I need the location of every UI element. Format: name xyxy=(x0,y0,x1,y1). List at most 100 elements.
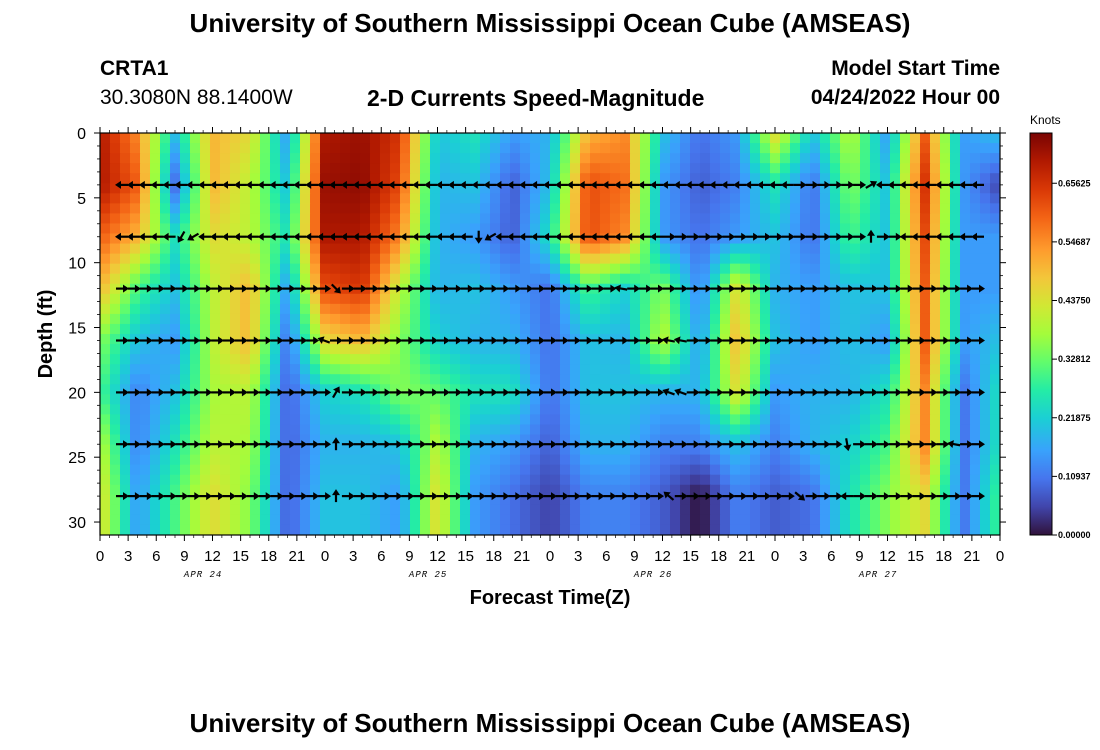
current-arrow xyxy=(698,388,712,397)
heat-cell xyxy=(170,394,181,405)
heat-cell xyxy=(980,253,991,265)
heat-cell xyxy=(660,183,671,194)
heat-cell xyxy=(240,374,251,385)
current-arrow xyxy=(532,440,546,449)
heat-cell xyxy=(970,424,981,436)
heat-cell xyxy=(700,183,711,194)
heat-cell xyxy=(800,344,811,355)
heat-cell xyxy=(730,303,741,315)
current-arrow xyxy=(472,284,486,293)
heat-cell xyxy=(980,424,991,436)
heat-cell xyxy=(840,414,851,426)
heat-cell xyxy=(820,504,831,516)
heat-cell xyxy=(320,414,331,426)
current-arrow xyxy=(734,284,748,293)
heat-cell xyxy=(150,223,161,235)
heat-cell xyxy=(440,424,451,436)
current-arrow xyxy=(971,180,984,189)
heat-cell xyxy=(950,213,961,225)
heat-cell xyxy=(570,173,581,184)
heat-cell xyxy=(370,223,381,235)
heat-cell xyxy=(280,344,291,355)
heat-cell xyxy=(930,414,941,426)
heat-cell xyxy=(520,173,531,184)
heat-cell xyxy=(350,213,361,225)
heat-cell xyxy=(910,404,921,415)
heat-cell xyxy=(800,384,811,395)
current-arrow xyxy=(686,232,700,241)
heat-cell xyxy=(470,133,481,144)
heat-cell xyxy=(380,133,391,144)
heat-cell xyxy=(330,524,341,535)
heat-cell xyxy=(980,193,991,204)
heat-cell xyxy=(800,404,811,415)
heat-cell xyxy=(600,163,611,174)
current-arrow xyxy=(520,440,534,449)
heat-cell xyxy=(960,263,971,275)
current-arrow xyxy=(722,284,736,293)
heat-cell xyxy=(460,334,471,345)
current-vectors xyxy=(115,180,985,503)
heat-cell xyxy=(550,444,561,456)
heat-cell xyxy=(150,414,161,426)
heat-cell xyxy=(320,213,331,225)
arrow-head xyxy=(333,386,340,394)
heat-cell xyxy=(970,464,981,476)
arrow-head xyxy=(872,388,878,397)
heat-cell xyxy=(290,414,301,426)
heat-cell xyxy=(490,193,501,204)
heat-cell xyxy=(560,133,571,144)
heat-cell xyxy=(970,153,981,164)
heat-cell xyxy=(370,263,381,275)
arrow-head xyxy=(281,232,288,241)
arrow-head xyxy=(301,440,308,449)
current-arrow xyxy=(223,284,236,293)
heat-cell xyxy=(150,203,161,214)
heat-cell xyxy=(720,504,731,516)
heat-cell xyxy=(870,323,881,335)
arrow-head xyxy=(527,284,534,293)
heat-cell xyxy=(710,153,721,164)
heat-cell xyxy=(380,303,391,315)
current-arrow xyxy=(793,388,807,397)
heat-cell xyxy=(760,444,771,456)
heat-cell xyxy=(950,133,961,144)
current-arrow xyxy=(769,388,783,397)
heat-cell xyxy=(370,524,381,535)
heat-cell xyxy=(610,253,621,265)
current-arrow xyxy=(603,388,617,397)
heat-cell xyxy=(240,494,251,506)
heat-cell xyxy=(260,153,271,164)
heat-cell xyxy=(580,454,591,466)
heat-cell xyxy=(420,193,431,204)
heat-cell xyxy=(320,143,331,154)
heat-cell xyxy=(650,253,661,265)
heat-cell xyxy=(840,223,851,235)
heat-cell xyxy=(970,514,981,526)
heat-cell xyxy=(860,474,871,486)
current-arrow xyxy=(365,284,379,293)
heat-cell xyxy=(350,464,361,476)
heat-cell xyxy=(640,273,651,285)
heat-cell xyxy=(310,253,321,265)
heat-cell xyxy=(290,514,301,526)
arrow-head xyxy=(257,180,264,189)
heat-cell xyxy=(810,293,821,305)
station-coordinates: 30.3080N 88.1400W xyxy=(100,86,293,109)
arrow-head xyxy=(586,284,593,293)
heat-cell xyxy=(670,354,681,365)
heat-cell xyxy=(640,203,651,214)
current-arrow xyxy=(341,492,355,501)
heat-cell xyxy=(580,434,591,446)
heat-cell xyxy=(100,223,111,235)
heat-cell xyxy=(610,474,621,486)
heat-cell xyxy=(370,454,381,466)
heat-cell xyxy=(920,334,931,345)
heat-cell xyxy=(120,303,131,315)
current-arrow xyxy=(459,180,473,189)
heat-cell xyxy=(450,203,461,214)
heat-cell xyxy=(600,354,611,365)
heat-cell xyxy=(290,193,301,204)
heat-cell xyxy=(810,303,821,315)
current-arrow xyxy=(853,336,867,345)
